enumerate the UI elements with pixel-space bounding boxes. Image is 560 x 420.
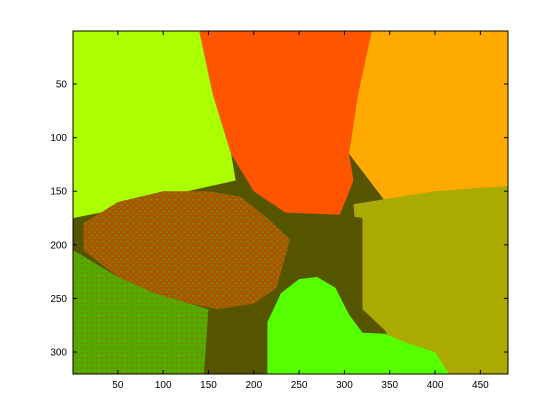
x-tick-label: 450 bbox=[472, 380, 489, 391]
axes-frame bbox=[72, 30, 509, 375]
region-lime bbox=[73, 31, 236, 218]
y-tick-label: 250 bbox=[50, 294, 67, 305]
region-rust bbox=[83, 191, 291, 310]
x-tick-label: 100 bbox=[155, 380, 172, 391]
region-bright-green bbox=[267, 277, 449, 374]
x-tick-label: 250 bbox=[291, 380, 308, 391]
x-tick-label: 350 bbox=[381, 380, 398, 391]
y-tick-label: 100 bbox=[50, 133, 67, 144]
x-tick-label: 150 bbox=[200, 380, 217, 391]
y-tick-label: 200 bbox=[50, 240, 67, 251]
region-orange bbox=[349, 31, 508, 208]
y-tick-label: 300 bbox=[50, 348, 67, 359]
x-tick-label: 400 bbox=[427, 380, 444, 391]
y-tick-label: 150 bbox=[50, 187, 67, 198]
region-red-orange bbox=[199, 31, 372, 215]
plot-area bbox=[73, 31, 508, 374]
heatmap-regions bbox=[73, 31, 508, 374]
y-tick-label: 50 bbox=[56, 80, 68, 91]
y-axis: 50 100 150 200 250 300 bbox=[50, 80, 508, 359]
region-mid-green bbox=[73, 250, 209, 374]
x-tick-label: 50 bbox=[112, 380, 124, 391]
x-tick-label: 300 bbox=[336, 380, 353, 391]
x-tick-label: 200 bbox=[245, 380, 262, 391]
region-olive-gold bbox=[353, 185, 508, 374]
x-axis: 50 100 150 200 250 300 350 400 450 bbox=[112, 31, 489, 391]
